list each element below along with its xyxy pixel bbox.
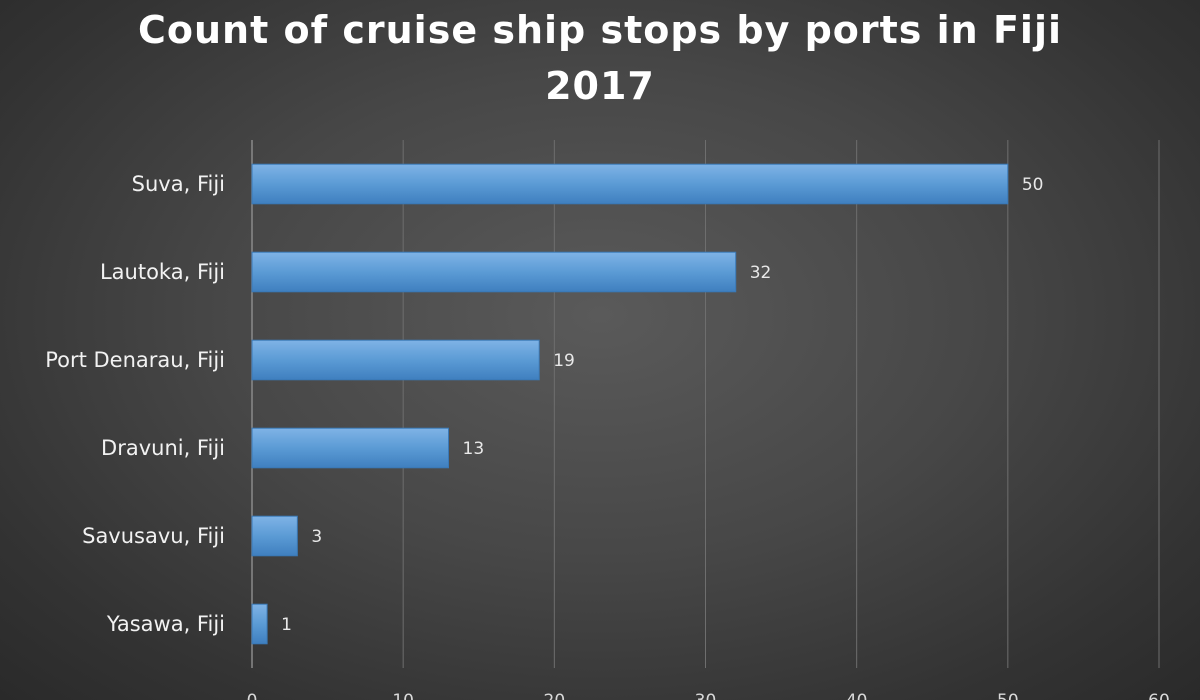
category-label: Suva, Fiji xyxy=(132,172,225,196)
labels: 0 10 20 30 40 50 60 Suva, Fiji 50 Lautoka, Fiji 32… xyxy=(45,172,1170,700)
data-label: 13 xyxy=(463,439,485,459)
x-tick-label: 50 xyxy=(997,691,1019,700)
bars xyxy=(251,163,1009,645)
data-label: 3 xyxy=(311,527,322,547)
x-tick-label: 0 xyxy=(247,691,258,700)
data-label: 50 xyxy=(1022,175,1044,195)
category-label: Lautoka, Fiji xyxy=(100,260,225,284)
category-label: Dravuni, Fiji xyxy=(101,436,225,460)
bar xyxy=(251,515,298,557)
category-label: Yasawa, Fiji xyxy=(106,612,225,636)
x-tick-label: 60 xyxy=(1148,691,1170,700)
x-tick-label: 10 xyxy=(392,691,414,700)
x-tick-label: 30 xyxy=(695,691,717,700)
bar xyxy=(251,603,268,645)
bar xyxy=(251,163,1009,205)
data-label: 32 xyxy=(750,263,772,283)
bar xyxy=(251,427,450,469)
category-label: Port Denarau, Fiji xyxy=(45,348,225,372)
data-label: 19 xyxy=(553,351,575,371)
bar xyxy=(251,251,737,293)
chart-title-line-1: Count of cruise ship stops by ports in F… xyxy=(138,8,1062,52)
chart-title: Count of cruise ship stops by ports in F… xyxy=(0,2,1200,114)
gridlines xyxy=(251,140,1160,668)
chart-title-line-2: 2017 xyxy=(545,64,655,108)
category-label: Savusavu, Fiji xyxy=(82,524,225,548)
x-tick-label: 40 xyxy=(846,691,868,700)
bar xyxy=(251,339,540,381)
x-tick-label: 20 xyxy=(544,691,566,700)
data-label: 1 xyxy=(281,615,292,635)
